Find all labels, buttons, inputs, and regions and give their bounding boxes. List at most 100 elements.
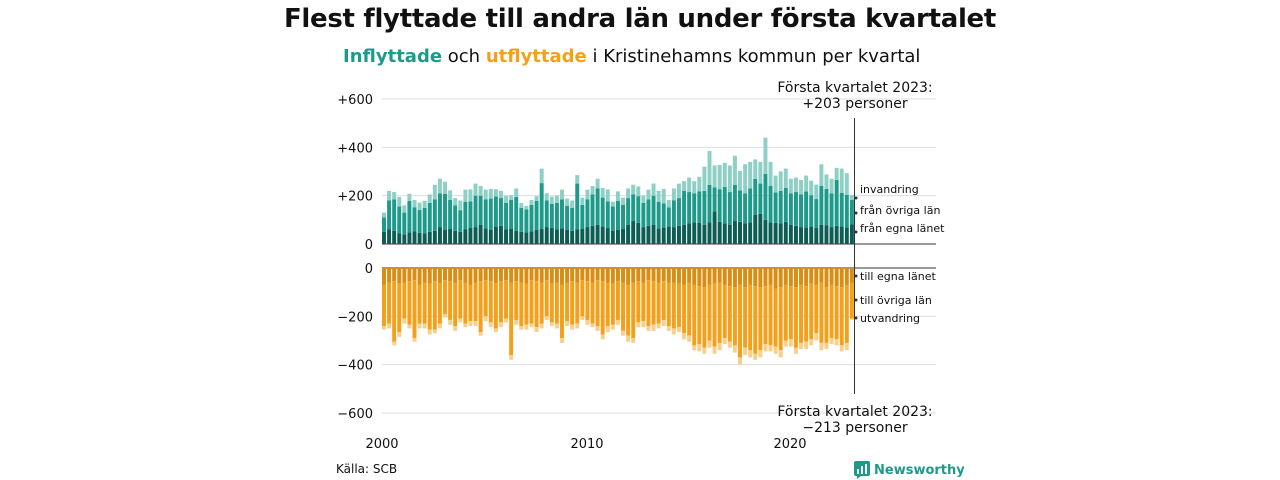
inflow-bar-segment <box>570 200 575 208</box>
outflow-bar-segment <box>504 268 509 281</box>
inflow-bar-segment <box>682 181 687 191</box>
inflow-bar-segment <box>498 225 503 245</box>
inflow-bar-segment <box>488 229 493 244</box>
inflow-bar-segment <box>544 200 549 228</box>
outflow-bar-segment <box>799 268 804 285</box>
series-label-dot <box>854 274 858 278</box>
outflow-bar-segment <box>580 316 585 320</box>
outflow-bar-segment <box>773 288 778 347</box>
inflow-bar-segment <box>819 186 824 225</box>
inflow-bar-segment <box>636 222 641 244</box>
outflow-bar-segment <box>590 268 595 283</box>
inflow-bar-segment <box>743 164 748 194</box>
inflow-bar-segment <box>580 204 585 230</box>
outflow-bar-segment <box>585 319 590 325</box>
inflow-bar-segment <box>758 213 763 244</box>
inflow-bar-segment <box>443 193 447 230</box>
inflow-bar-segment <box>697 222 702 244</box>
inflow-bar-segment <box>753 178 758 215</box>
inflow-bar-segment <box>478 224 483 244</box>
series-label-inflow: från egna länet <box>860 222 945 235</box>
outflow-bar-segment <box>682 284 687 334</box>
inflow-bar-segment <box>732 221 737 244</box>
inflow-bar-segment <box>483 199 488 229</box>
series-label-outflow: till egna länet <box>860 270 936 283</box>
outflow-bar-segment <box>575 323 580 329</box>
outflow-bar-segment <box>824 342 829 349</box>
inflow-bar-segment <box>437 193 442 228</box>
outflow-bar-segment <box>448 281 453 320</box>
inflow-bar-segment <box>773 175 778 193</box>
subtitle-inflow-word: Inflyttade <box>343 46 443 67</box>
outflow-bar-segment <box>595 280 600 326</box>
outflow-bar-segment <box>448 268 453 282</box>
inflow-bar-segment <box>712 211 717 245</box>
inflow-bar-segment <box>544 227 549 244</box>
inflow-bar-segment <box>834 225 839 245</box>
inflow-bar-segment <box>621 229 626 244</box>
outflow-bar-segment <box>814 284 819 334</box>
inflow-bar-segment <box>585 227 590 244</box>
outflow-bar-segment <box>788 268 793 287</box>
inflow-bar-segment <box>590 225 595 245</box>
outflow-bar-segment <box>549 268 554 284</box>
outflow-bar-segment <box>529 323 534 328</box>
outflow-bar-segment <box>676 268 681 284</box>
inflow-bar-segment <box>453 205 458 231</box>
inflow-bar-segment <box>468 189 473 202</box>
inflow-bar-segment <box>793 192 798 226</box>
outflow-bar-segment <box>829 268 834 285</box>
outflow-bar-segment <box>407 268 412 282</box>
outflow-bar-segment <box>483 268 488 281</box>
inflow-bar-segment <box>636 186 641 197</box>
outflow-bar-segment <box>432 268 437 282</box>
inflow-bar-segment <box>402 212 407 235</box>
inflow-bar-segment <box>473 183 478 196</box>
inflow-bar-segment <box>560 228 564 244</box>
outflow-bar-segment <box>595 326 600 331</box>
outflow-bar-segment <box>483 280 488 317</box>
inflow-bar-segment <box>682 190 687 225</box>
inflow-bar-segment <box>448 200 453 230</box>
outflow-bar-segment <box>422 268 427 283</box>
inflow-bar-segment <box>575 229 580 244</box>
inflow-bar-segment <box>478 195 483 225</box>
outflow-bar-segment <box>809 339 814 346</box>
inflow-bar-segment <box>692 222 697 244</box>
outflow-bar-segment <box>799 342 804 349</box>
inflow-bar-segment <box>682 224 687 244</box>
outflow-bar-segment <box>519 326 524 330</box>
inflow-bar-segment <box>768 161 773 186</box>
outflow-bar-segment <box>758 350 763 358</box>
outflow-bar-segment <box>829 338 834 345</box>
outflow-bar-segment <box>824 287 829 343</box>
outflow-bar-segment <box>565 268 570 283</box>
outflow-bar-segment <box>783 284 788 341</box>
inflow-bar-segment <box>514 230 519 244</box>
series-label-dot <box>854 211 858 215</box>
inflow-bar-segment <box>646 225 651 245</box>
outflow-bar-segment <box>844 342 849 351</box>
inflow-bar-segment <box>824 188 829 226</box>
inflow-bar-segment <box>834 179 839 226</box>
inflow-bar-segment <box>610 201 615 207</box>
x-tick-label: 2000 <box>365 437 398 452</box>
inflow-bar-segment <box>631 221 636 244</box>
inflow-bar-segment <box>687 177 692 193</box>
inflow-bar-segment <box>844 194 849 228</box>
annotation-bottom-line2: −213 personer <box>802 420 908 436</box>
inflow-bar-segment <box>839 226 844 244</box>
inflow-bar-segment <box>799 227 804 244</box>
inflow-bar-segment <box>453 198 458 206</box>
inflow-bar-segment <box>402 205 407 213</box>
outflow-bar-segment <box>641 268 646 283</box>
outflow-bar-segment <box>493 328 498 333</box>
outflow-bar-segment <box>651 324 656 331</box>
outflow-bar-segment <box>427 268 432 284</box>
outflow-bar-segment <box>585 281 590 320</box>
y-tick-label-bottom: −200 <box>337 310 373 325</box>
outflow-bar-segment <box>783 268 788 285</box>
outflow-bar-segment <box>626 268 631 285</box>
outflow-bar-segment <box>427 329 432 335</box>
outflow-bar-segment <box>514 281 519 320</box>
